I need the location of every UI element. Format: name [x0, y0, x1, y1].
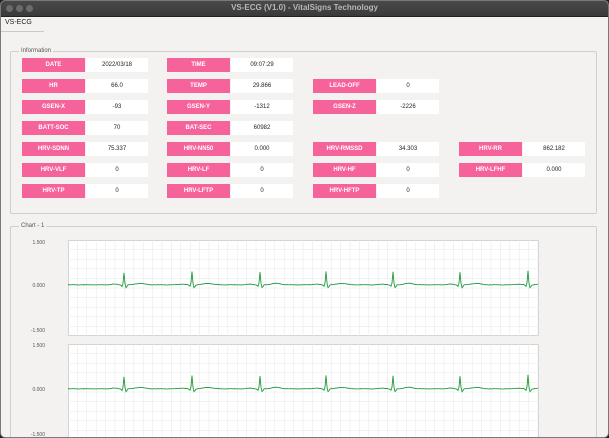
ecg-chart-1 — [68, 240, 539, 336]
menu-bar: VS-ECG — [1, 17, 608, 32]
value-hrv-tp: 0 — [86, 184, 148, 198]
value-hrv-rmssd: 34.303 — [377, 142, 439, 156]
label-gsen-x: GSEN-X — [22, 100, 85, 114]
minimize-window-button[interactable] — [16, 5, 23, 12]
label-gsen-z: GSEN-Z — [313, 100, 376, 114]
value-date: 2022/03/18 — [86, 58, 148, 72]
value-batt-soc: 70 — [86, 121, 148, 135]
label-hrv-tp: HRV-TP — [22, 184, 85, 198]
label-batt-soc: BATT-SOC — [22, 121, 85, 135]
information-group-title: Information — [19, 47, 54, 56]
value-temp: 29.866 — [231, 79, 293, 93]
label-time: TIME — [167, 58, 230, 72]
title-bar: VS-ECG (V1.0) - VitalSigns Technology — [1, 1, 608, 17]
label-hrv-vlf: HRV-VLF — [22, 163, 85, 177]
chart-group: Chart - 1 — [10, 222, 597, 437]
ecg-chart-2-ytick-bottom: -1.500 — [30, 432, 45, 438]
label-hrv-hftp: HRV-HFTP — [313, 184, 376, 198]
label-hr: HR — [22, 79, 85, 93]
ecg-chart-1-ytick-mid: 0.000 — [32, 283, 45, 289]
value-hrv-hf: 0 — [377, 163, 439, 177]
menu-item-vs-ecg[interactable]: VS-ECG — [5, 19, 32, 26]
ecg-chart-2-ytick-top: 1.500 — [32, 343, 45, 349]
ecg-chart-1-ytick-top: 1.500 — [32, 240, 45, 246]
label-bat-sec: BAT-SEC — [167, 121, 230, 135]
label-hrv-lfhf: HRV-LFHF — [459, 163, 522, 177]
ecg-trace-line — [68, 270, 539, 289]
label-temp: TEMP — [167, 79, 230, 93]
value-hrv-vlf: 0 — [86, 163, 148, 177]
value-hrv-sdnn: 75.337 — [86, 142, 148, 156]
label-lead-off: LEAD-OFF — [313, 79, 376, 93]
ecg-trace-line — [68, 374, 539, 393]
ecg-chart-1-ytick-bottom: -1.500 — [30, 328, 45, 334]
ecg-chart-2-ytick-mid: 0.000 — [32, 387, 45, 393]
label-hrv-lftp: HRV-LFTP — [167, 184, 230, 198]
ecg-chart-2-frame — [68, 344, 539, 437]
value-hrv-rr: 862.182 — [523, 142, 585, 156]
value-bat-sec: 60982 — [231, 121, 293, 135]
chart-grid — [68, 344, 539, 437]
zoom-window-button[interactable] — [26, 5, 33, 12]
value-gsen-x: -93 — [86, 100, 148, 114]
ecg-chart-2 — [68, 344, 539, 437]
value-gsen-z: -2226 — [377, 100, 439, 114]
value-hrv-lftp: 0 — [231, 184, 293, 198]
menu-divider — [1, 31, 44, 32]
value-time: 09:07:29 — [231, 58, 293, 72]
value-hrv-lfhf: 0.000 — [523, 163, 585, 177]
label-date: DATE — [22, 58, 85, 72]
label-gsen-y: GSEN-Y — [167, 100, 230, 114]
label-hrv-nn50: HRV-NN50 — [167, 142, 230, 156]
value-hrv-hftp: 0 — [377, 184, 439, 198]
close-window-button[interactable] — [6, 5, 13, 12]
label-hrv-hf: HRV-HF — [313, 163, 376, 177]
label-hrv-lf: HRV-LF — [167, 163, 230, 177]
chart-group-title: Chart - 1 — [19, 222, 47, 231]
label-hrv-rmssd: HRV-RMSSD — [313, 142, 376, 156]
chart-grid — [68, 240, 539, 336]
label-hrv-rr: HRV-RR — [459, 142, 522, 156]
information-group: Information — [10, 47, 597, 214]
value-gsen-y: -1312 — [231, 100, 293, 114]
value-hrv-lf: 0 — [231, 163, 293, 177]
label-hrv-sdnn: HRV-SDNN — [22, 142, 85, 156]
window-title: VS-ECG (V1.0) - VitalSigns Technology — [231, 3, 378, 12]
value-lead-off: 0 — [377, 79, 439, 93]
value-hr: 66.0 — [86, 79, 148, 93]
value-hrv-nn50: 0.000 — [231, 142, 293, 156]
